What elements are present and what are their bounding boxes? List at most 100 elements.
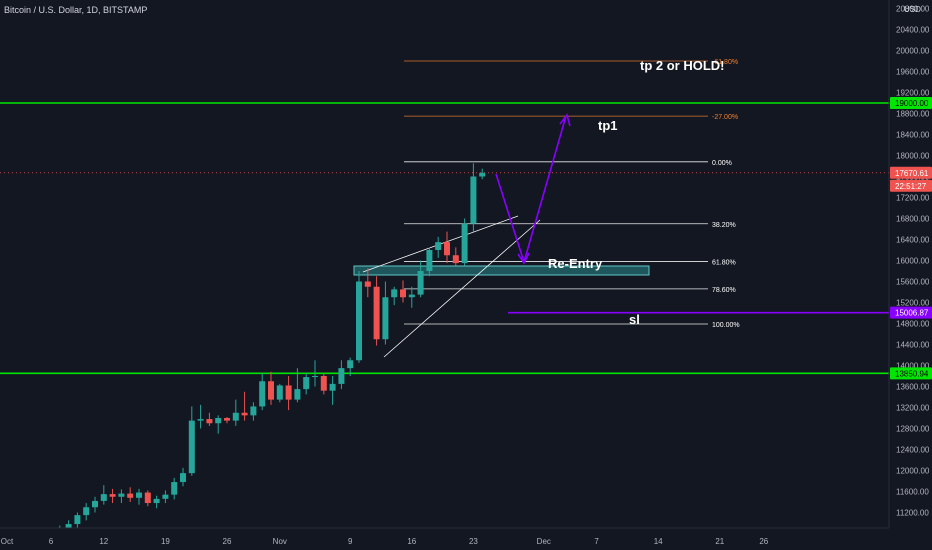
candle-body: [320, 376, 327, 391]
candle-body: [206, 419, 213, 424]
wedge-lower-line: [383, 219, 541, 358]
candle-body: [215, 418, 222, 424]
candle-body: [470, 176, 477, 224]
arrowhead-down: [517, 252, 530, 265]
candle-body: [127, 493, 134, 498]
y-tick-label: 12000.00: [896, 467, 930, 476]
annotation-tp1: tp1: [598, 118, 618, 133]
fib-retracement[interactable]: -61.80% -27.00% 0.00% 38.20% 61.80% 78.60% 100…: [404, 59, 740, 329]
horizontal-levels: [0, 102, 889, 375]
x-tick-label: 9: [348, 537, 353, 546]
countdown-label: 22:51:27: [895, 182, 927, 191]
x-tick-label: Dec: [537, 537, 551, 546]
candle-body: [197, 419, 204, 421]
y-tick-label: 16800.00: [896, 215, 930, 224]
y-tick-label: 14800.00: [896, 320, 930, 329]
candle-body: [312, 376, 318, 378]
fib-level-label: 61.80%: [712, 260, 736, 267]
y-tick-label: 15200.00: [896, 299, 930, 308]
y-tick-label: 15600.00: [896, 278, 930, 287]
candle-body: [65, 524, 72, 529]
x-tick-label: 23: [469, 537, 478, 546]
y-tick-label: 16400.00: [896, 236, 930, 245]
y-tick-label: 20400.00: [896, 26, 930, 35]
price-tag-box: [890, 166, 932, 179]
candle-body: [92, 500, 98, 508]
annotation-tp2: tp 2 or HOLD!: [640, 58, 725, 73]
price-tag-label: 17670.61: [895, 169, 929, 178]
x-tick-label: 26: [759, 537, 768, 546]
candle-body: [435, 242, 442, 250]
x-tick-label: 6: [49, 537, 54, 546]
price-axis[interactable]: [889, 0, 932, 550]
fib-level-label: -61.80%: [712, 59, 738, 66]
time-axis[interactable]: [0, 528, 932, 550]
fib-level-label: 100.00%: [712, 322, 740, 329]
price-tag-label: 15006.87: [895, 309, 929, 318]
fib-level-label: 78.60%: [712, 287, 736, 294]
candle-body: [153, 498, 160, 504]
x-tick-label: 7: [594, 537, 599, 546]
candle-body: [232, 412, 239, 421]
candle-body: [188, 420, 195, 474]
price-tags: 19000.00 13850.94 15006.87 17670.61 22:51:27: [890, 97, 932, 380]
candle-body: [338, 368, 345, 384]
candle-body: [452, 255, 459, 264]
candle-body: [356, 281, 362, 361]
y-tick-label: 11200.00: [896, 509, 929, 518]
x-tick-label: 12: [99, 537, 108, 546]
y-tick-label: 12400.00: [896, 446, 930, 455]
projection-path: [495, 115, 567, 265]
drawings[interactable]: [353, 215, 650, 358]
fib-level-label: 0.00%: [712, 160, 732, 167]
y-tick-label: 19200.00: [896, 89, 930, 98]
candle-body: [118, 493, 125, 497]
fib-level-label: -27.00%: [712, 114, 738, 121]
annotations: tp 2 or HOLD! tp1 Re-Entry sl: [548, 58, 725, 327]
candle-body: [408, 294, 415, 298]
candle-body: [329, 383, 336, 391]
x-tick-label: Oct: [1, 537, 14, 546]
price-tag-label: 19000.00: [895, 99, 929, 108]
time-axis-labels: Oct 6 12 19 26 Nov 9 16 23 Dec 7 14 21 26: [1, 537, 769, 546]
y-tick-label: 17200.00: [896, 194, 930, 203]
candle-body: [285, 385, 292, 400]
candle-body: [171, 482, 178, 495]
countdown-box: [890, 179, 932, 192]
x-tick-label: Nov: [273, 537, 287, 546]
price-tag-box: [890, 97, 932, 109]
fib-level-label: 38.20%: [712, 222, 736, 229]
candle-body: [417, 271, 424, 295]
candle-body: [303, 377, 310, 390]
candle-body: [364, 281, 371, 287]
annotation-reentry: Re-Entry: [548, 256, 603, 271]
y-tick-label: 16000.00: [896, 257, 930, 266]
candle-body: [268, 381, 274, 400]
x-tick-label: 19: [161, 537, 170, 546]
candles: [4, 163, 486, 550]
y-tick-label: 14400.00: [896, 341, 930, 350]
projection-paths[interactable]: [495, 113, 571, 265]
candle-body: [276, 385, 283, 400]
y-tick-label: 13200.00: [896, 404, 930, 413]
price-tag-label: 13850.94: [895, 369, 929, 378]
currency-label: USD: [904, 5, 921, 14]
candle-body: [373, 286, 380, 340]
price-tag-box: [890, 367, 932, 380]
y-tick-label: 20000.00: [896, 47, 930, 56]
candle-body: [294, 389, 301, 400]
candle-body: [180, 473, 186, 483]
candle-body: [241, 412, 248, 416]
candle-body: [100, 494, 107, 501]
y-tick-label: 19600.00: [896, 68, 930, 77]
y-tick-label: 18800.00: [896, 110, 930, 119]
y-tick-label: 13600.00: [896, 383, 930, 392]
symbol-title[interactable]: Bitcoin / U.S. Dollar, 1D, BITSTAMP: [4, 5, 147, 15]
candle-body: [74, 515, 81, 525]
y-tick-label: 14000.00: [896, 362, 930, 371]
x-tick-label: 26: [223, 537, 232, 546]
reentry-zone: [353, 265, 650, 276]
candle-body: [250, 406, 257, 416]
candle-body: [162, 494, 169, 499]
